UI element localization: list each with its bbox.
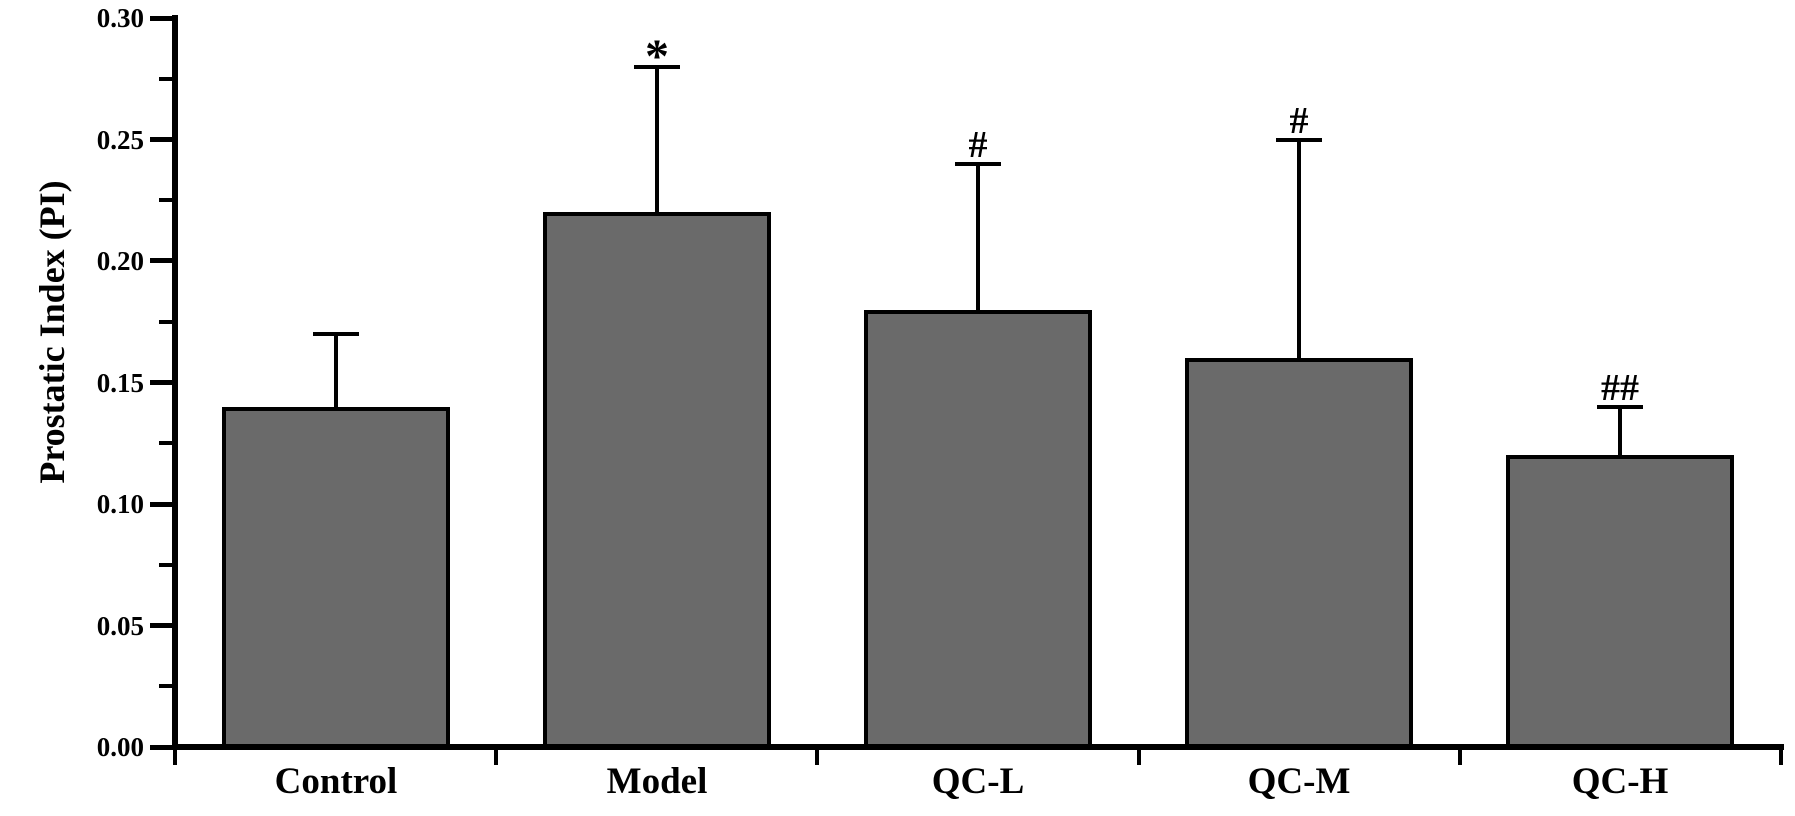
bar-qc-h xyxy=(1506,455,1734,750)
bar-qc-m xyxy=(1185,358,1413,750)
error-bar-stem xyxy=(976,164,980,310)
x-tick xyxy=(815,744,819,765)
y-minor-tick xyxy=(159,441,175,445)
y-major-tick xyxy=(150,258,175,263)
y-minor-tick xyxy=(159,563,175,567)
x-tick-label-model: Model xyxy=(606,761,708,802)
error-bar-stem xyxy=(655,67,659,213)
error-bar-stem xyxy=(1618,407,1622,456)
bar-qc-l xyxy=(864,310,1092,750)
significance-marker: # xyxy=(968,124,988,166)
x-tick-label-qc-l: QC-L xyxy=(931,761,1025,802)
y-axis-line xyxy=(172,15,178,750)
y-minor-tick xyxy=(159,198,175,202)
y-major-tick xyxy=(150,16,175,21)
error-bar-stem xyxy=(1297,140,1301,359)
error-bar-cap xyxy=(313,332,359,336)
y-tick-label: 0.20 xyxy=(96,246,144,276)
x-tick-label-qc-m: QC-M xyxy=(1247,761,1351,802)
significance-marker: * xyxy=(645,30,669,83)
y-minor-tick xyxy=(159,684,175,688)
significance-marker: # xyxy=(1289,100,1309,142)
bar-model xyxy=(543,212,771,750)
y-major-tick xyxy=(150,623,175,628)
x-tick-label-control: Control xyxy=(274,761,398,802)
x-axis-line xyxy=(172,744,1784,750)
y-major-tick xyxy=(150,745,175,750)
bar-control xyxy=(222,407,450,750)
error-bar-cap xyxy=(1597,405,1643,409)
y-major-tick xyxy=(150,380,175,385)
y-major-tick xyxy=(150,502,175,507)
error-bar-cap xyxy=(1276,138,1322,142)
x-tick xyxy=(1458,744,1462,765)
y-tick-label: 0.10 xyxy=(96,489,144,519)
y-tick-label: 0.00 xyxy=(96,732,144,762)
y-tick-label: 0.15 xyxy=(96,368,144,398)
significance-marker: ## xyxy=(1601,367,1639,409)
x-tick xyxy=(1137,744,1141,765)
error-bar-cap xyxy=(634,65,680,69)
y-tick-label: 0.25 xyxy=(96,125,144,155)
y-tick-label: 0.05 xyxy=(96,611,144,641)
y-axis-title: Prostatic Index (PI) xyxy=(32,180,72,484)
x-tick xyxy=(494,744,498,765)
error-bar-stem xyxy=(334,334,338,407)
y-major-tick xyxy=(150,137,175,142)
error-bar-cap xyxy=(955,162,1001,166)
x-tick xyxy=(173,744,177,765)
x-tick-label-qc-h: QC-H xyxy=(1571,761,1669,802)
y-tick-label: 0.30 xyxy=(96,3,144,33)
y-minor-tick xyxy=(159,77,175,81)
x-tick xyxy=(1779,744,1783,765)
y-minor-tick xyxy=(159,320,175,324)
